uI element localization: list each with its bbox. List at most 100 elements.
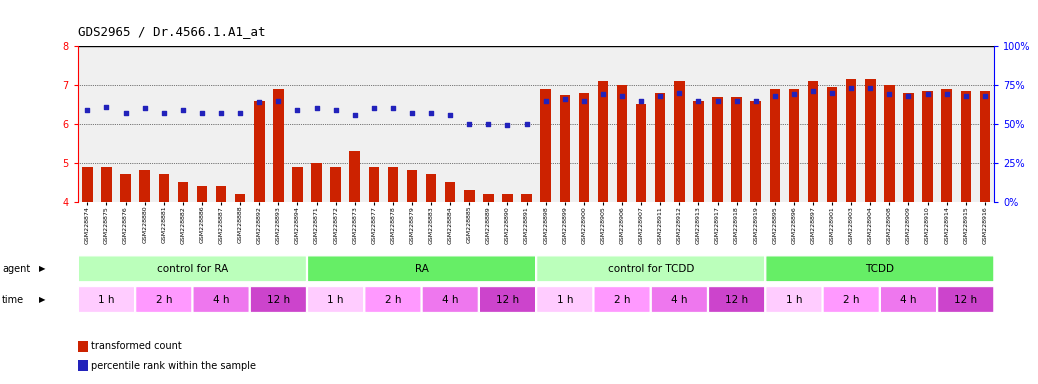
FancyBboxPatch shape xyxy=(136,286,192,313)
Bar xyxy=(330,167,340,202)
Bar xyxy=(884,85,895,202)
Bar xyxy=(712,97,722,202)
Point xyxy=(671,90,687,96)
Point xyxy=(231,110,248,116)
Bar xyxy=(789,89,799,202)
Point xyxy=(613,93,630,99)
Bar xyxy=(732,97,742,202)
Text: control for RA: control for RA xyxy=(157,264,228,274)
FancyBboxPatch shape xyxy=(651,286,708,313)
FancyBboxPatch shape xyxy=(193,286,249,313)
Bar xyxy=(102,167,112,202)
Point xyxy=(117,110,134,116)
Point xyxy=(824,90,841,96)
Text: 2 h: 2 h xyxy=(843,295,859,305)
Bar xyxy=(407,170,417,202)
FancyBboxPatch shape xyxy=(766,256,993,282)
Bar xyxy=(693,101,704,202)
Bar xyxy=(827,87,838,202)
Point xyxy=(900,93,917,99)
Bar xyxy=(750,101,761,202)
FancyBboxPatch shape xyxy=(79,286,135,313)
Point xyxy=(652,93,668,99)
Bar xyxy=(598,81,608,202)
Bar xyxy=(865,79,875,202)
FancyBboxPatch shape xyxy=(823,286,879,313)
Bar xyxy=(216,186,226,202)
Point xyxy=(729,98,745,104)
Text: ▶: ▶ xyxy=(39,264,46,273)
Bar xyxy=(368,167,379,202)
Point xyxy=(481,121,497,127)
Point xyxy=(213,110,229,116)
Text: 4 h: 4 h xyxy=(442,295,459,305)
Point xyxy=(575,98,592,104)
Point xyxy=(595,91,611,98)
Bar xyxy=(578,93,590,202)
Text: 4 h: 4 h xyxy=(672,295,687,305)
Point xyxy=(442,111,459,118)
FancyBboxPatch shape xyxy=(364,286,421,313)
Text: 1 h: 1 h xyxy=(556,295,573,305)
Bar xyxy=(502,194,513,202)
FancyBboxPatch shape xyxy=(480,286,536,313)
Point xyxy=(747,98,764,104)
Point xyxy=(136,105,153,111)
Bar xyxy=(903,93,913,202)
Bar xyxy=(980,91,990,202)
Text: 2 h: 2 h xyxy=(156,295,172,305)
Text: 1 h: 1 h xyxy=(786,295,802,305)
Point xyxy=(461,121,477,127)
Text: 12 h: 12 h xyxy=(726,295,748,305)
FancyBboxPatch shape xyxy=(307,286,363,313)
Point xyxy=(365,105,382,111)
Point xyxy=(518,121,535,127)
Bar xyxy=(769,89,781,202)
FancyBboxPatch shape xyxy=(250,286,306,313)
Bar xyxy=(197,186,208,202)
Bar xyxy=(923,91,933,202)
Point xyxy=(79,107,95,113)
Point xyxy=(709,98,726,104)
Text: TCDD: TCDD xyxy=(866,264,895,274)
Text: 4 h: 4 h xyxy=(900,295,917,305)
Text: GDS2965 / Dr.4566.1.A1_at: GDS2965 / Dr.4566.1.A1_at xyxy=(78,25,266,38)
Point xyxy=(957,93,974,99)
Text: 1 h: 1 h xyxy=(327,295,344,305)
FancyBboxPatch shape xyxy=(937,286,993,313)
Text: 4 h: 4 h xyxy=(213,295,229,305)
Bar xyxy=(636,104,647,202)
Text: RA: RA xyxy=(414,264,429,274)
Point xyxy=(499,122,516,129)
Point xyxy=(862,85,878,91)
Bar xyxy=(960,91,971,202)
Point xyxy=(422,110,439,116)
Bar xyxy=(311,163,322,202)
Point xyxy=(174,107,191,113)
FancyBboxPatch shape xyxy=(594,286,650,313)
Text: agent: agent xyxy=(2,264,30,274)
Point xyxy=(308,105,325,111)
Bar xyxy=(541,89,551,202)
FancyBboxPatch shape xyxy=(307,256,536,282)
Bar xyxy=(426,174,436,202)
Text: transformed count: transformed count xyxy=(91,341,182,351)
FancyBboxPatch shape xyxy=(422,286,479,313)
Text: 12 h: 12 h xyxy=(954,295,978,305)
Bar xyxy=(177,182,188,202)
Text: 12 h: 12 h xyxy=(496,295,519,305)
Bar xyxy=(445,182,456,202)
Text: 12 h: 12 h xyxy=(267,295,290,305)
Point xyxy=(385,105,402,111)
FancyBboxPatch shape xyxy=(709,286,765,313)
Bar xyxy=(82,167,92,202)
Bar xyxy=(350,151,360,202)
Point xyxy=(290,107,306,113)
Bar xyxy=(521,194,531,202)
Point xyxy=(633,98,650,104)
Bar xyxy=(292,167,303,202)
Bar xyxy=(941,89,952,202)
Bar xyxy=(808,81,818,202)
Point xyxy=(327,107,344,113)
Point xyxy=(804,88,821,94)
